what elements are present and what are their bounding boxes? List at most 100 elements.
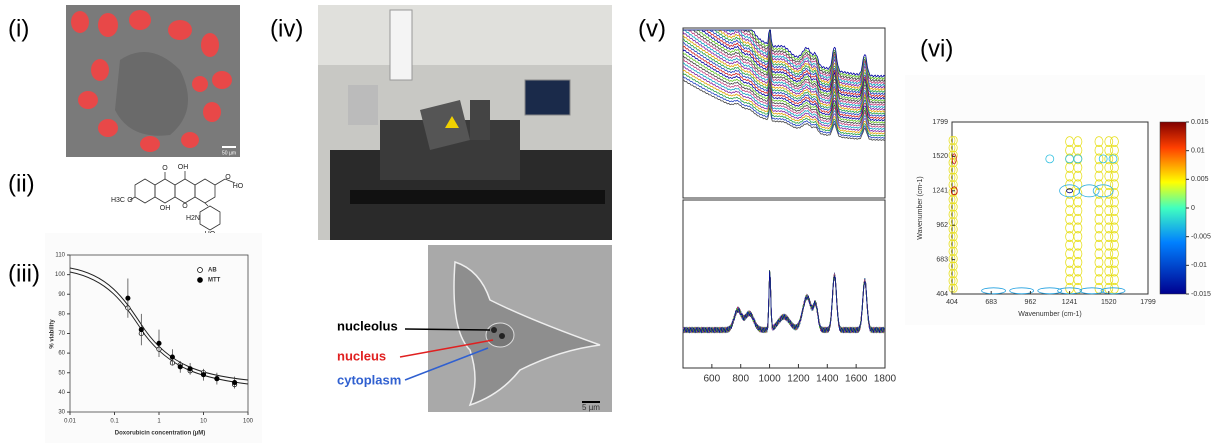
annotation: cytoplasm [337, 372, 401, 387]
contour [1094, 153, 1104, 165]
contour [1073, 231, 1083, 242]
spectrum [682, 79, 885, 141]
fit-curve [69, 271, 249, 385]
x-axis-label: Wavenumber (cm-1) [1018, 311, 1082, 318]
contour [950, 269, 958, 278]
spectrum [683, 29, 885, 94]
contour [1110, 196, 1119, 208]
contour [1073, 170, 1083, 182]
x-tick-label: 683 [985, 299, 997, 306]
contour [1073, 179, 1083, 191]
y-tick-label: 70 [58, 331, 65, 337]
contour [1104, 144, 1114, 156]
contour [1094, 170, 1104, 182]
contour [1073, 274, 1083, 286]
contour [1079, 287, 1105, 295]
y-tick-label: 962 [936, 222, 948, 229]
data-point [156, 340, 162, 346]
contour [1073, 265, 1083, 277]
contour [1073, 136, 1083, 148]
spectrum [683, 29, 885, 104]
contour [1009, 287, 1035, 295]
contour [1066, 188, 1073, 194]
colorbar-tick-label: 0.01 [1191, 148, 1205, 155]
contour [1059, 184, 1080, 198]
panel-label: (vi) [920, 35, 953, 62]
x-tick-label: 962 [1025, 299, 1037, 306]
y-tick-label: 404 [936, 291, 948, 298]
spectrum [682, 49, 885, 122]
spectrum [682, 270, 886, 334]
structure-label: HO [233, 183, 244, 190]
contour [950, 165, 958, 175]
contour [1110, 213, 1119, 225]
contour [1094, 144, 1104, 156]
x-tick-label: 1799 [1140, 299, 1156, 306]
contour [1104, 153, 1114, 165]
y-tick-label: 50 [58, 370, 65, 376]
contour [1104, 187, 1114, 199]
structure-label: OH [160, 205, 171, 212]
contour [1104, 162, 1114, 173]
scale-bar-label: 50 µm [222, 150, 236, 156]
colorbar-tick-label: -0.005 [1191, 234, 1211, 241]
spectrum [683, 38, 885, 115]
x-tick-label: 800 [732, 374, 749, 385]
spectrum [682, 69, 885, 135]
contour [950, 239, 958, 249]
contour [1104, 222, 1114, 234]
contour [1045, 154, 1055, 164]
spectrum [682, 62, 885, 130]
contour [1104, 231, 1114, 242]
data-point [125, 295, 131, 301]
spectrum [683, 29, 885, 98]
y-tick-label: 110 [55, 253, 65, 259]
colorbar-tick-label: 0 [1191, 205, 1195, 212]
structure-label: OH [178, 164, 189, 171]
x-tick-label: 1400 [816, 374, 839, 385]
legend-marker [197, 277, 203, 283]
spectrum [683, 29, 885, 102]
spectrum [682, 52, 885, 124]
panel-label: (v) [638, 15, 666, 42]
contour [1073, 154, 1083, 164]
contour [950, 232, 958, 241]
x-tick-label: 1520 [1101, 299, 1117, 306]
y-tick-label: 90 [58, 292, 65, 298]
spectrum [682, 42, 885, 117]
contour [1094, 231, 1104, 242]
legend-label: MTT [208, 278, 221, 284]
contour [1108, 154, 1118, 164]
contour [1110, 222, 1119, 234]
contour [950, 195, 958, 204]
legend-marker [197, 267, 203, 273]
contour [1104, 257, 1114, 268]
colorbar-tick-label: -0.01 [1191, 262, 1207, 269]
spectrum [682, 29, 885, 109]
contour [950, 217, 958, 227]
contour [1092, 184, 1114, 198]
data-point [214, 376, 220, 382]
contour [1094, 248, 1104, 260]
contour [950, 246, 958, 256]
scale-bar-label: 5 µm [582, 403, 600, 412]
microscope-photo [318, 5, 612, 240]
contour [1110, 248, 1119, 260]
arrow [404, 328, 491, 331]
contour [1110, 274, 1119, 286]
fit-curve [69, 267, 249, 381]
colorbar-tick-label: -0.015 [1191, 291, 1211, 298]
colorbar [1159, 121, 1187, 295]
plot-frame [951, 121, 1149, 295]
spectrum [683, 29, 885, 107]
legend-label: AB [208, 268, 217, 274]
contour [950, 254, 958, 264]
y-tick-label: 30 [58, 410, 65, 416]
arrow [399, 339, 494, 358]
x-tick-label: 1600 [845, 374, 868, 385]
contour [1094, 257, 1104, 268]
data-point [187, 366, 193, 372]
spectrum [682, 75, 885, 139]
contour [950, 261, 958, 271]
contour [1094, 187, 1104, 199]
